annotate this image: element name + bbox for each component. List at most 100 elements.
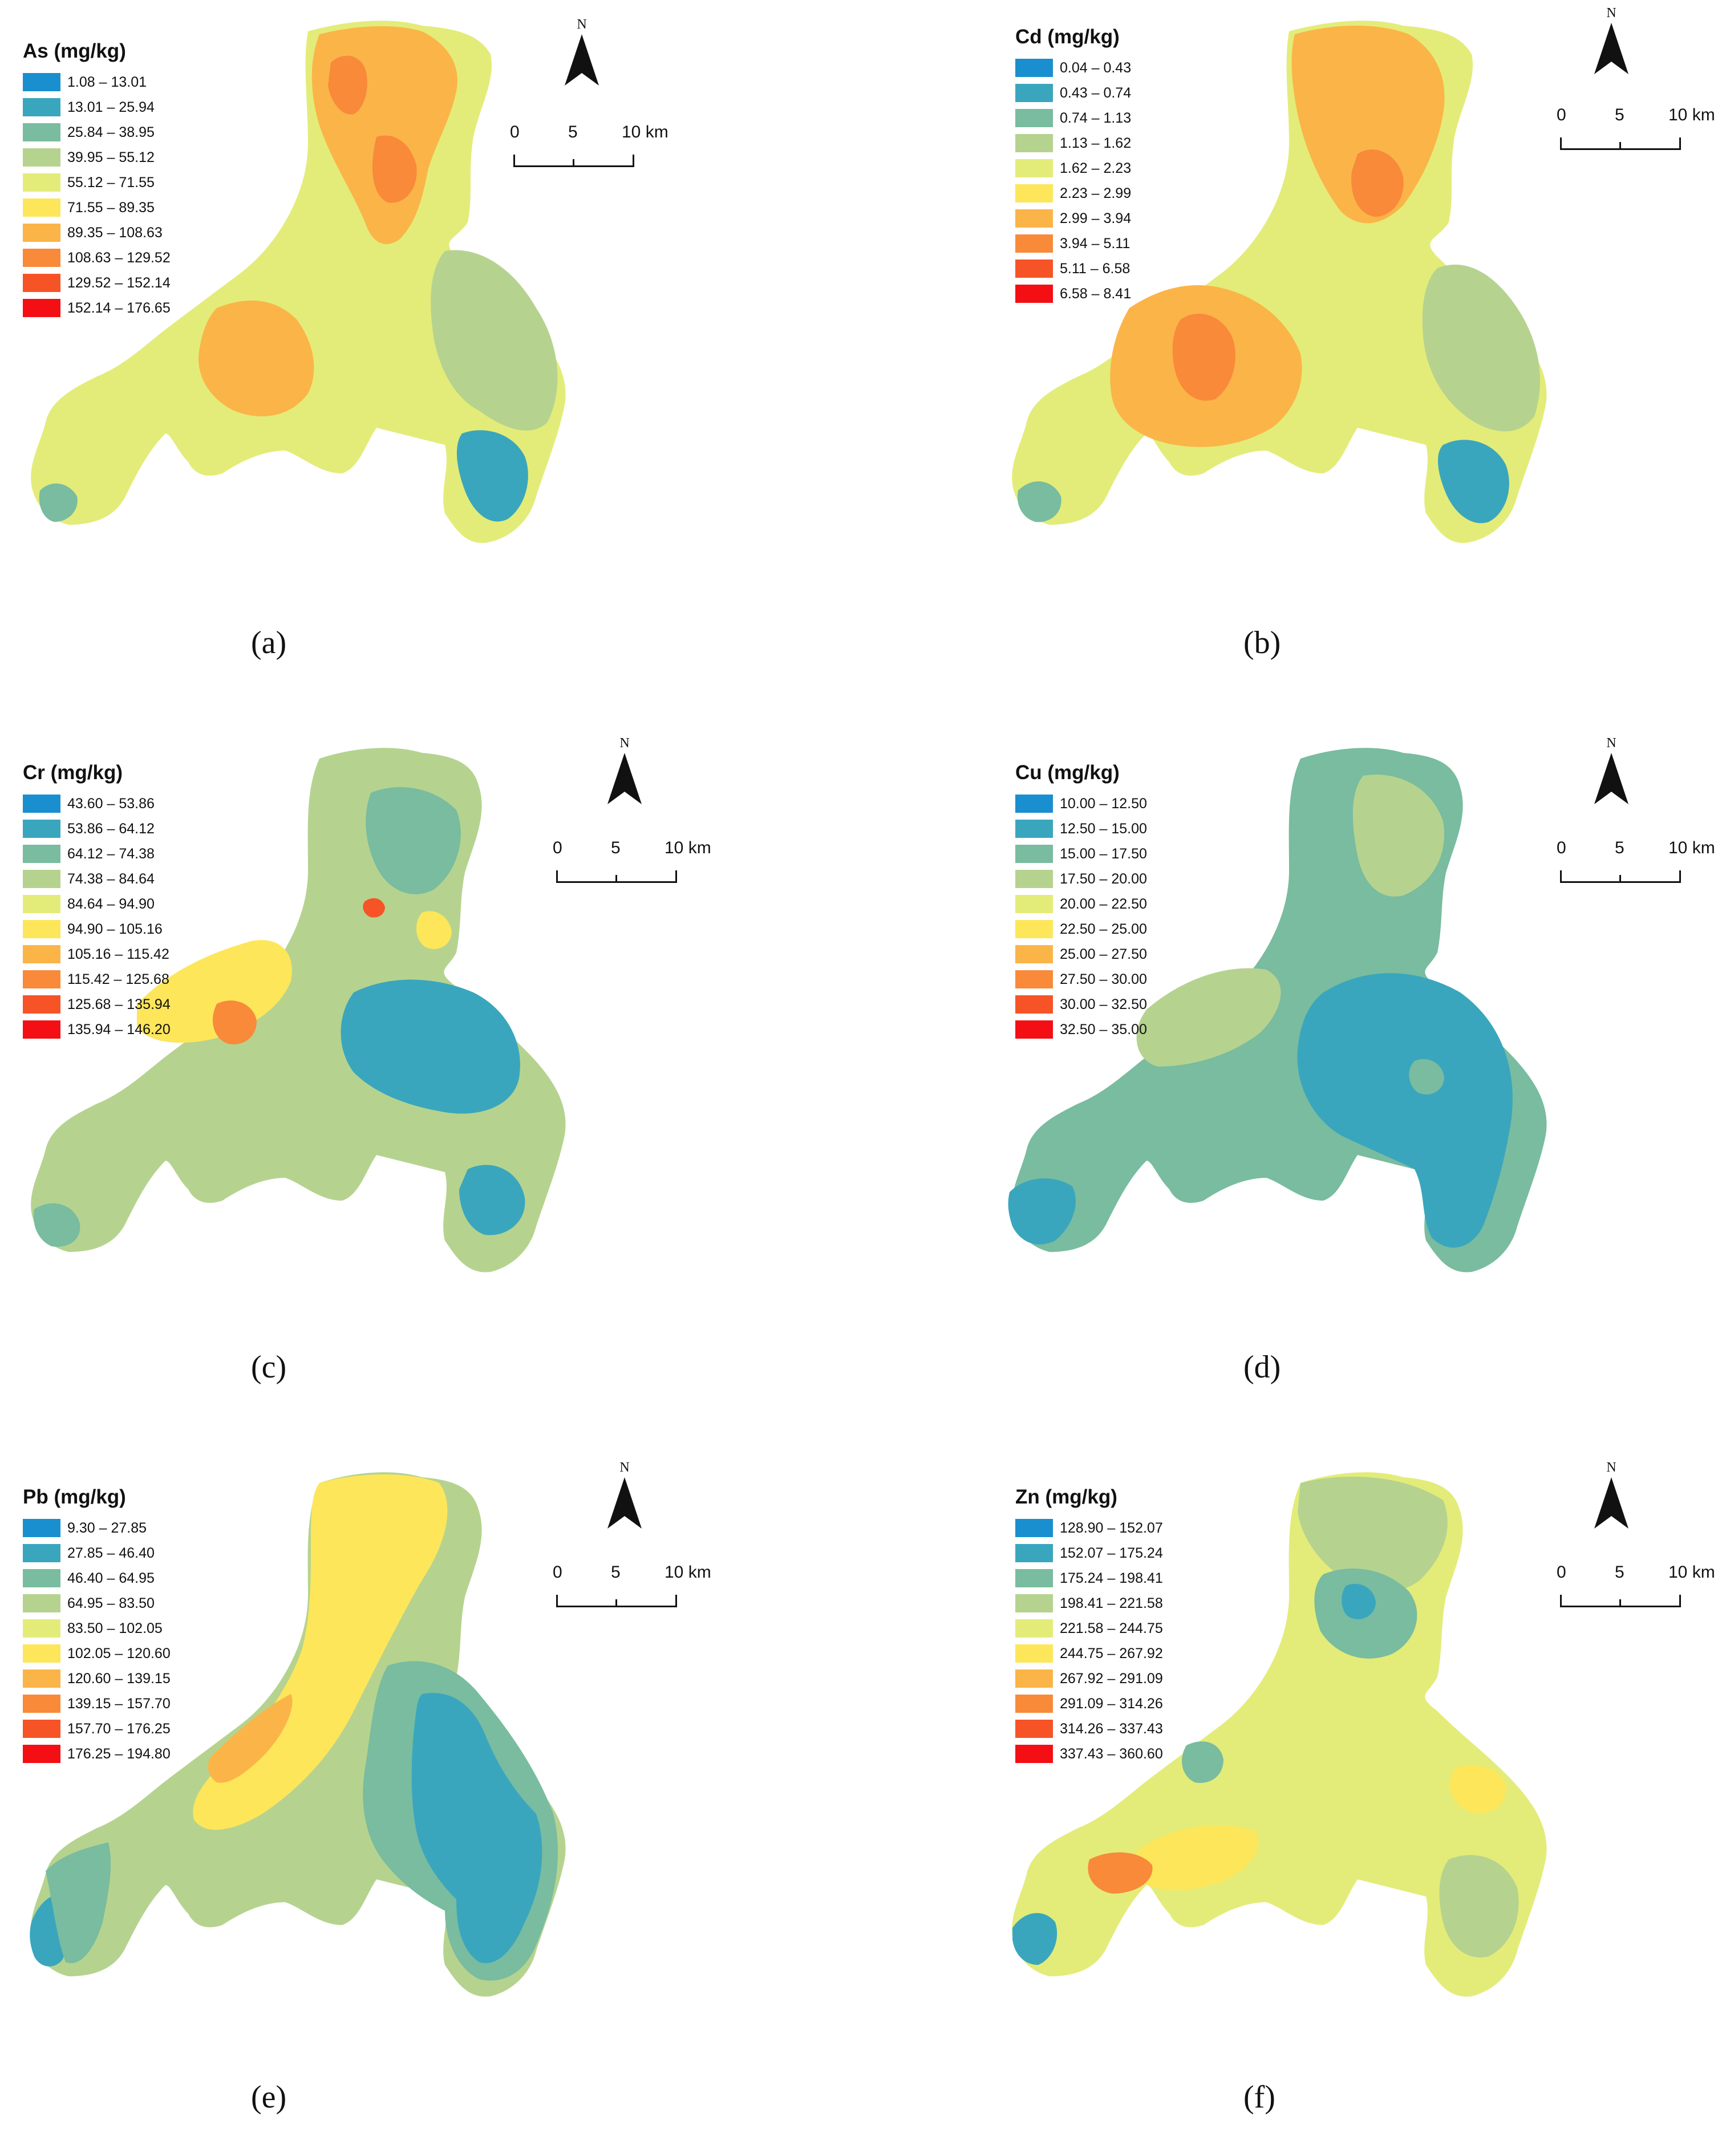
north-arrow-icon [565, 34, 599, 86]
legend-label: 120.60 – 139.15 [67, 1670, 171, 1687]
legend-label: 291.09 – 314.26 [1060, 1695, 1163, 1712]
legend-item: 2.23 – 2.99 [1015, 181, 1131, 206]
legend-label: 157.70 – 176.25 [67, 1720, 171, 1737]
legend-swatch [23, 1745, 60, 1763]
legend-swatch [1015, 995, 1053, 1014]
zone-hotspot-north [363, 898, 385, 918]
cu-map [1008, 748, 1547, 1272]
legend-swatch [23, 1669, 60, 1688]
legend: Zn (mg/kg) 128.90 – 152.07 152.07 – 175.… [1015, 1486, 1163, 1766]
legend-swatch [1015, 1569, 1053, 1587]
legend: Pb (mg/kg) 9.30 – 27.85 27.85 – 46.40 46… [23, 1486, 171, 1766]
zone-hotspot-west [1088, 1852, 1153, 1894]
scale-label-5: 5 [1615, 106, 1624, 124]
legend-label: 1.08 – 13.01 [67, 74, 147, 90]
scale-bar: 0 5 10 km [1557, 106, 1715, 157]
legend-label: 267.92 – 291.09 [1060, 1670, 1163, 1687]
legend-swatch [23, 945, 60, 963]
legend-label: 55.12 – 71.55 [67, 174, 155, 191]
legend-item: 25.00 – 27.50 [1015, 942, 1147, 967]
zone-vhigh-2 [372, 135, 417, 203]
legend-swatch [23, 1619, 60, 1638]
legend-swatch [1015, 1020, 1053, 1039]
legend-swatch [1015, 159, 1053, 177]
legend-item: 2.99 – 3.94 [1015, 206, 1131, 231]
zone-high-northeast [416, 911, 452, 949]
scale-label-0: 0 [510, 123, 520, 141]
scale-label-0: 0 [1557, 838, 1566, 857]
legend-item: 291.09 – 314.26 [1015, 1691, 1163, 1716]
zone-low-southwest [33, 1203, 80, 1247]
legend-label: 152.07 – 175.24 [1060, 1545, 1163, 1561]
legend-label: 2.99 – 3.94 [1060, 210, 1132, 226]
scale-bar: 0 5 10 km [553, 838, 711, 890]
legend-item: 152.14 – 176.65 [23, 295, 171, 321]
legend-label: 94.90 – 105.16 [67, 921, 163, 937]
scale-bar-tick [1619, 875, 1621, 883]
legend-swatch [1015, 845, 1053, 863]
legend-swatch [1015, 820, 1053, 838]
north-arrow-icon [1594, 23, 1628, 74]
legend-title: Cu (mg/kg) [1015, 761, 1120, 784]
legend-swatch [23, 1544, 60, 1562]
zone-mid-southwest [46, 1842, 111, 1963]
legend-label: 89.35 – 108.63 [67, 224, 163, 241]
legend-swatch [23, 1695, 60, 1713]
legend-label: 102.05 – 120.60 [67, 1645, 171, 1661]
legend-swatch [1015, 895, 1053, 913]
legend-swatch [23, 198, 60, 217]
legend-label: 83.50 – 102.05 [67, 1620, 163, 1636]
legend-item: 55.12 – 71.55 [23, 170, 171, 195]
panel-caption: (e) [251, 2080, 287, 2115]
legend-item: 9.30 – 27.85 [23, 1515, 171, 1541]
legend-item: 125.68 – 135.94 [23, 992, 171, 1017]
scale-label-0: 0 [1557, 1563, 1566, 1582]
north-arrow: N [1586, 1460, 1637, 1557]
map-panel-as: As (mg/kg) 1.08 – 13.01 13.01 – 25.94 25… [23, 0, 867, 707]
legend-label: 337.43 – 360.60 [1060, 1745, 1163, 1762]
panel-caption: (a) [251, 625, 287, 660]
legend-label: 12.50 – 15.00 [1060, 820, 1147, 837]
scale-label-10km: 10 km [1668, 1563, 1715, 1582]
map-panel-cr: Cr (mg/kg) 43.60 – 53.86 53.86 – 64.12 6… [23, 724, 867, 1432]
legend-item: 139.15 – 157.70 [23, 1691, 171, 1716]
legend-item: 71.55 – 89.35 [23, 195, 171, 220]
legend-swatch [1015, 59, 1053, 77]
legend-swatch [1015, 234, 1053, 253]
legend-label: 25.00 – 27.50 [1060, 946, 1147, 962]
zone-low-southwest [39, 483, 78, 522]
legend-swatch [1015, 260, 1053, 278]
legend-label: 221.58 – 244.75 [1060, 1620, 1163, 1636]
zone-lower-north [1342, 1583, 1376, 1619]
legend-item: 74.38 – 84.64 [23, 866, 171, 891]
legend-label: 105.16 – 115.42 [67, 946, 169, 962]
legend-swatch [23, 820, 60, 838]
scale-bar-tick [615, 875, 617, 883]
legend-label: 43.60 – 53.86 [67, 795, 155, 812]
legend-label: 53.86 – 64.12 [67, 820, 155, 837]
legend-label: 32.50 – 35.00 [1060, 1021, 1147, 1038]
zone-lowest-southeast [1437, 440, 1509, 524]
legend-swatch [23, 920, 60, 938]
legend-label: 27.50 – 30.00 [1060, 971, 1147, 987]
legend-item: 129.52 – 152.14 [23, 270, 171, 295]
zone-mid-north [1352, 775, 1444, 897]
legend-swatch [23, 1594, 60, 1612]
legend-item: 6.58 – 8.41 [1015, 281, 1131, 306]
legend-swatch [1015, 795, 1053, 813]
zone-high-north [1291, 26, 1445, 224]
north-label: N [619, 736, 630, 751]
legend-swatch [1015, 134, 1053, 152]
scale-label-5: 5 [568, 123, 578, 141]
legend: As (mg/kg) 1.08 – 13.01 13.01 – 25.94 25… [23, 40, 171, 321]
north-label: N [1606, 1460, 1616, 1475]
north-arrow-icon [607, 753, 642, 804]
legend-item: 1.08 – 13.01 [23, 70, 171, 95]
scale-bar-tick [573, 159, 574, 167]
legend-label: 17.50 – 20.00 [1060, 870, 1147, 887]
legend-label: 46.40 – 64.95 [67, 1570, 155, 1586]
scale-label-5: 5 [1615, 838, 1624, 857]
legend-label: 115.42 – 125.68 [67, 971, 169, 987]
scale-label-5: 5 [611, 1563, 621, 1582]
legend-label: 5.11 – 6.58 [1060, 260, 1131, 277]
